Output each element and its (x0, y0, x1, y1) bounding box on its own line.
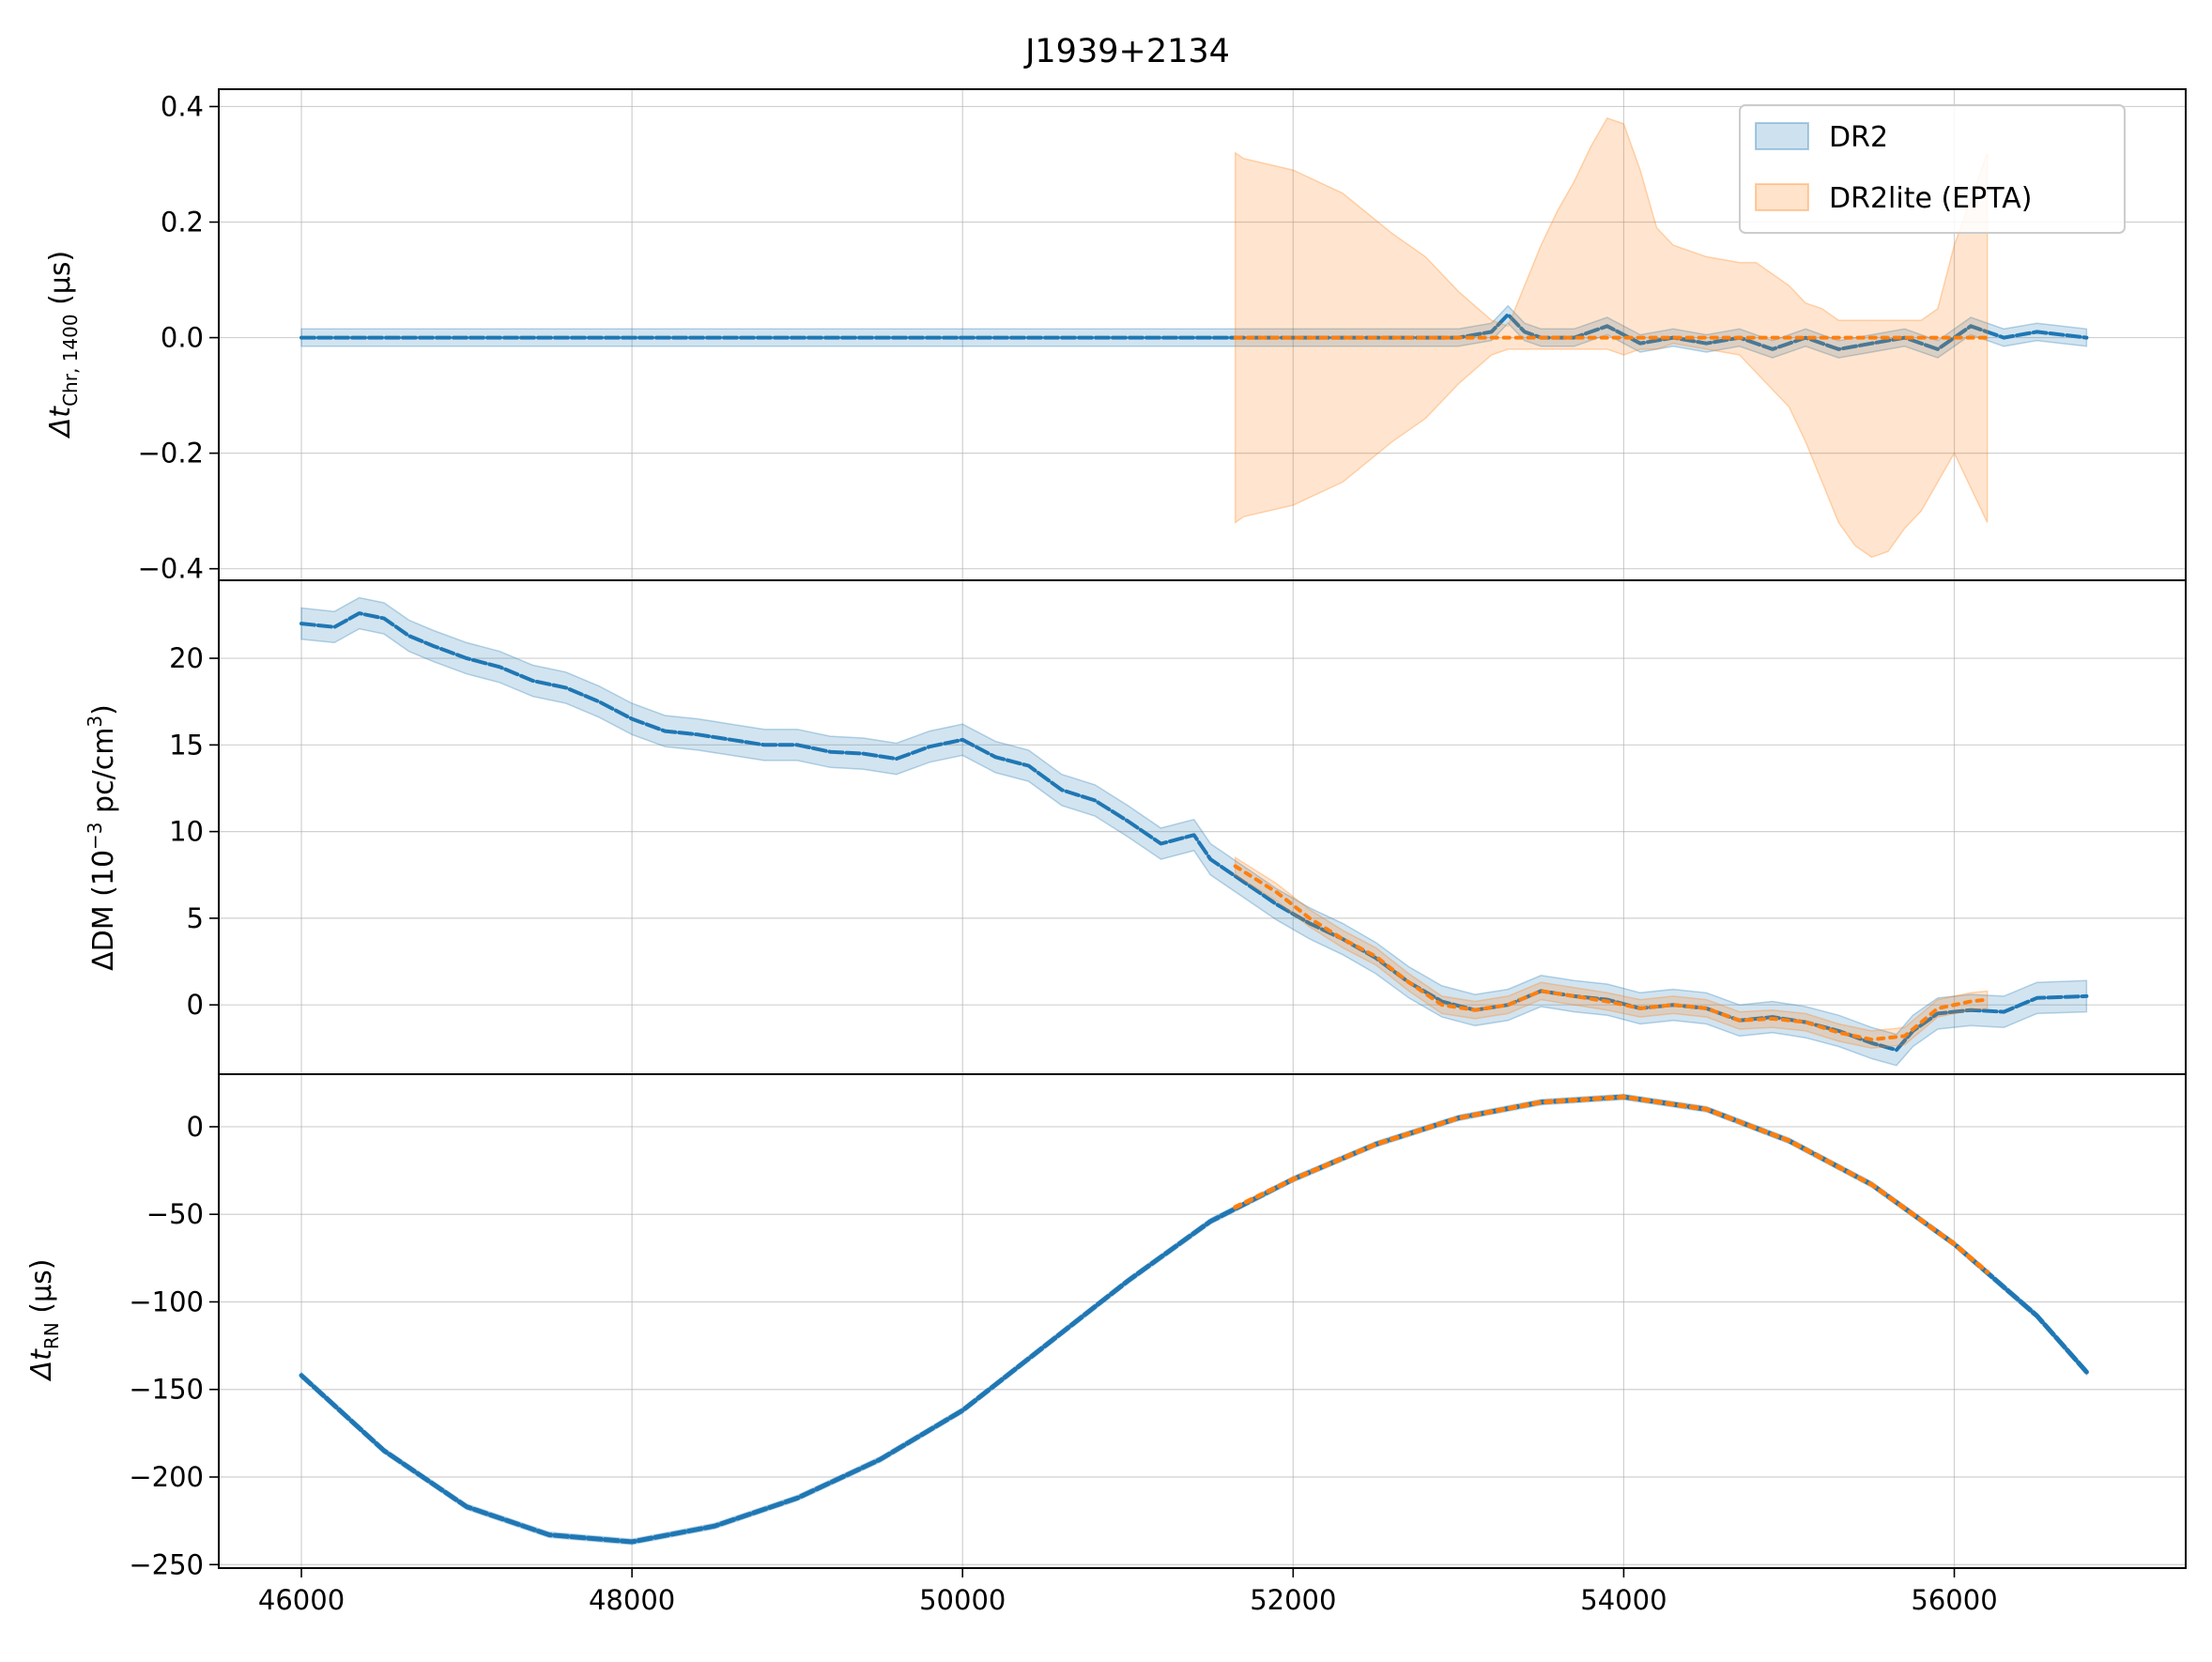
dm-series-dr2lite-line (1233, 864, 1989, 1042)
rn-ytick-label-2: −150 (129, 1374, 204, 1406)
dm-ytick-label-0: 0 (187, 989, 204, 1021)
legend-swatch-dr2lite (1755, 183, 1809, 211)
dm-ytick-label-3: 15 (169, 729, 204, 761)
legend-frame (1739, 104, 2126, 234)
rn-ytick-label-5: 0 (187, 1111, 204, 1143)
dm-frame (218, 579, 2187, 1075)
chromatic-ytick-label-1: −0.2 (138, 438, 204, 469)
dm-ytick-label-2: 10 (169, 816, 204, 848)
rn-ytick-label-1: −200 (129, 1461, 204, 1493)
rn-series-dr2lite-line (1233, 1094, 1990, 1275)
rn-series-dr2-line (299, 1094, 2089, 1545)
legend-label-dr2lite: DR2lite (EPTA) (1829, 182, 2032, 215)
chromatic-ytick-label-0: −0.4 (138, 553, 204, 585)
red-noise-ylabel: ΔtRN (μs) (25, 1259, 63, 1382)
chart-title: J1939+2134 (1023, 33, 1230, 70)
xtick-label-4: 54000 (1580, 1584, 1667, 1616)
chromatic-series-dr2-line (300, 313, 2089, 351)
dm-series-dr2lite-band (1234, 855, 1989, 1050)
chromatic-ytick-label-4: 0.4 (161, 90, 204, 122)
dm-series-dr2-band (300, 596, 2088, 1067)
dm-ylabel: ΔDM (10−3 pc/cm3) (84, 704, 120, 971)
dm-ytick-label-1: 5 (187, 902, 204, 934)
chromatic-ytick-label-2: 0.0 (161, 322, 204, 354)
chromatic-ytick-label-3: 0.2 (161, 207, 204, 239)
rn-ytick-label-0: −250 (129, 1548, 204, 1580)
rn-ytick-label-4: −50 (146, 1198, 204, 1230)
dm-panel: 0 5 10 15 20 (169, 579, 2187, 1075)
legend-swatch-dr2 (1755, 122, 1809, 150)
dm-ytick-label-4: 20 (169, 642, 204, 674)
rn-frame (218, 1073, 2187, 1569)
legend: DR2 DR2lite (EPTA) (1739, 104, 2126, 234)
xtick-label-0: 46000 (258, 1584, 345, 1616)
xtick-label-3: 52000 (1250, 1584, 1336, 1616)
xtick-label-2: 50000 (919, 1584, 1006, 1616)
red-noise-panel: −250 −200 −150 −100 −50 0 46000 48000 50000 52000… (129, 1073, 2187, 1616)
legend-label-dr2: DR2 (1829, 121, 1888, 154)
xtick-label-1: 48000 (589, 1584, 675, 1616)
xtick-label-5: 56000 (1911, 1584, 1997, 1616)
rn-ytick-label-3: −100 (129, 1285, 204, 1317)
chromatic-series-dr2lite-band (1234, 116, 1989, 559)
chromatic-ylabel: ΔtChr, 1400 (μs) (44, 251, 82, 439)
